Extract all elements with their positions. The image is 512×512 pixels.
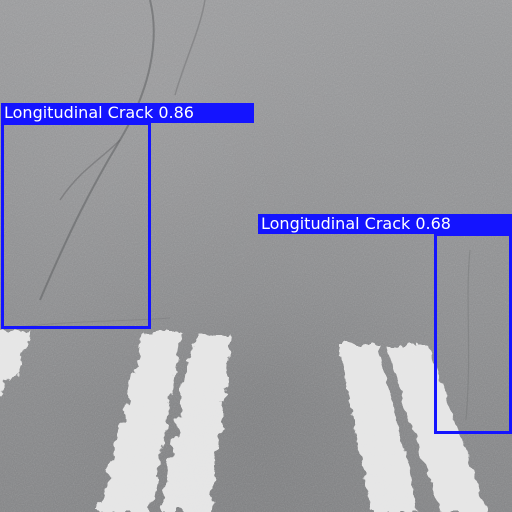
crack-line <box>39 0 155 301</box>
crack-line <box>465 249 471 421</box>
road-marking <box>386 346 488 512</box>
detection-label: Longitudinal Crack 0.68 <box>258 214 512 234</box>
detection-box <box>1 122 151 329</box>
road-marking <box>162 335 232 512</box>
road-marking <box>338 343 418 512</box>
road-marking <box>98 333 183 512</box>
crack-line <box>59 139 121 201</box>
detection-box <box>434 233 512 434</box>
detection-label: Longitudinal Crack 0.86 <box>1 103 254 123</box>
road-marking <box>0 330 30 394</box>
crack-line <box>174 0 206 96</box>
